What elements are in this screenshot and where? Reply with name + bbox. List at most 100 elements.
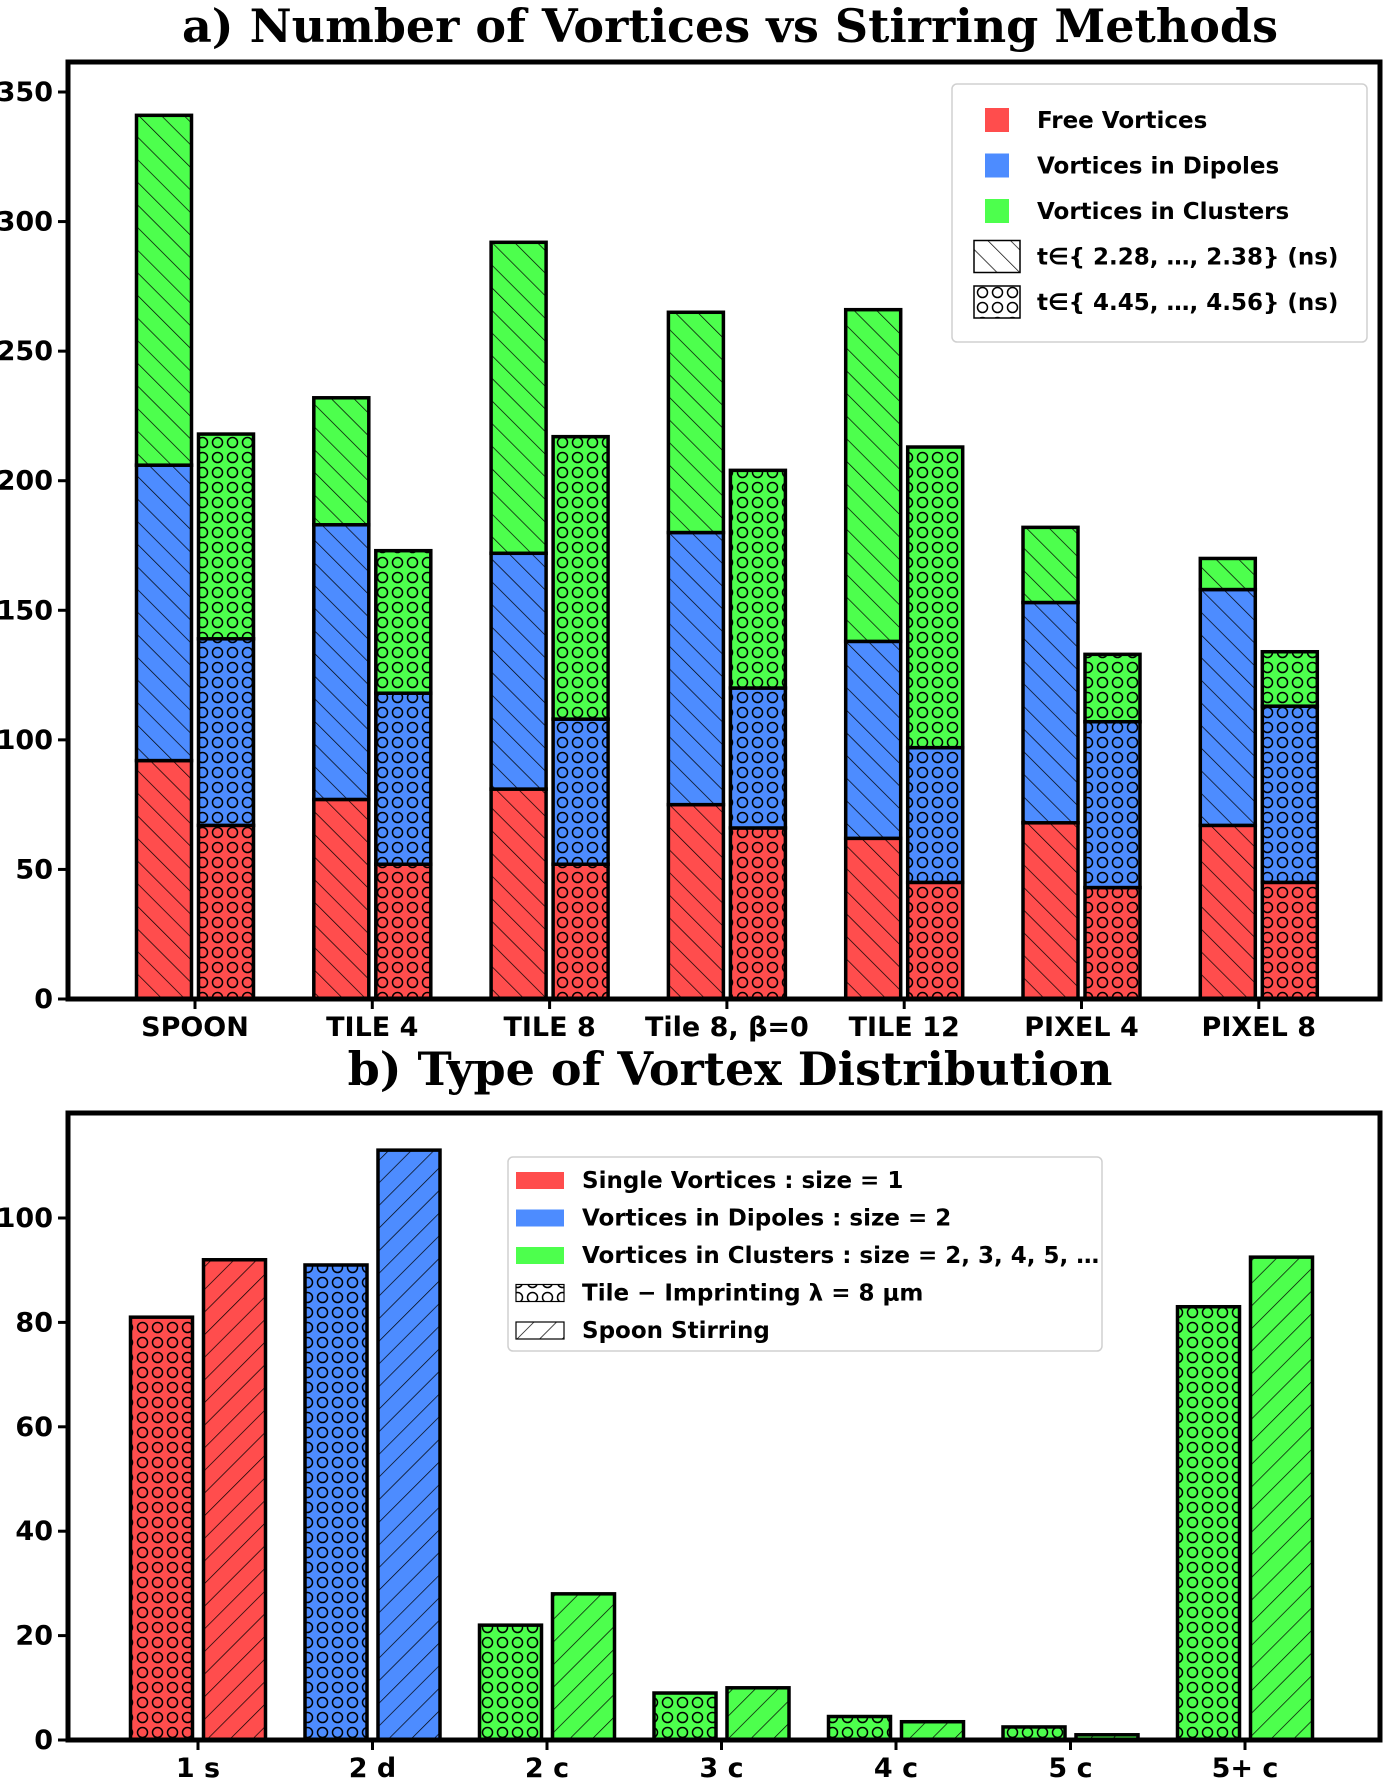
bar-segment-hatch [728,686,788,830]
bar-hatch [376,1148,442,1742]
bar-segment-hatch [1021,821,1080,1001]
legend-hatch-swatch [515,1283,565,1303]
bar-segment-hatch [551,717,610,866]
legend-label: t∈{ 2.28, …, 2.38} (ns) [1037,245,1338,271]
x-tick-label: 1 s [176,1753,220,1784]
panel-b-frame [65,1110,1383,1743]
bar-hatch [128,1315,195,1742]
bar-segment-hatch [1260,649,1320,708]
bar-segment-hatch [551,434,610,721]
bar-segment-hatch [1083,885,1142,1001]
panel-a-bars [134,113,1320,1001]
panel-b: b) Type of Vortex Distribution 0 20 40 60 80… [0,1042,1383,1784]
panel-a-frame [65,59,1383,1002]
bar-segment-hatch [666,310,726,535]
bar-segment-hatch [1083,652,1142,724]
bar-segment-hatch [843,639,903,841]
bar-segment-hatch [728,468,788,690]
bar-segment-hatch [489,240,548,556]
bar-segment-hatch [1260,880,1320,1001]
panel-a-title: a) Number of Vortices vs Stirring Method… [182,0,1278,53]
x-tick-label: Tile 8, β=0 [645,1012,809,1043]
bar-hatch [303,1263,369,1742]
legend-hatch-swatch [515,1321,565,1340]
bar-segment-hatch [666,802,726,1001]
x-tick-label: 2 c [525,1753,569,1784]
legend-swatch [516,1209,564,1227]
bar-segment-hatch [1198,587,1258,828]
bar-segment-hatch [489,551,548,791]
bar-segment-hatch [312,797,371,1001]
y-tick-label: 20 [15,1621,53,1652]
legend-swatch [985,199,1009,223]
x-tick-label: TILE 4 [326,1012,418,1043]
bar-segment-hatch [551,862,610,1001]
bar-segment-hatch [1021,525,1080,605]
y-tick-label: 40 [15,1516,53,1547]
legend-label: Vortices in Dipoles : size = 2 [582,1206,951,1232]
bar-segment-hatch [1260,704,1320,885]
panel-b-y-axis: 0 20 40 60 80 100 [0,1203,68,1756]
y-tick-label: 250 [0,336,53,367]
x-tick-label: 3 c [699,1753,743,1784]
y-tick-label: 0 [34,984,53,1015]
bar-segment-hatch [728,826,788,1001]
x-tick-label: 4 c [874,1753,918,1784]
legend-a-box [951,83,1368,343]
y-tick-label: 300 [0,207,53,238]
bar-segment-hatch [374,691,433,866]
bar-hatch [201,1258,268,1742]
legend-label: t∈{ 4.45, …, 4.56} (ns) [1037,290,1338,316]
x-tick-label: PIXEL 4 [1024,1012,1139,1043]
legend-label: Tile − Imprinting λ = 8 μm [582,1281,923,1307]
panel-a-y-axis: 0 50 100 150 200 250 300 350 [0,77,68,1015]
x-tick-label: 5+ c [1212,1753,1279,1784]
bar-segment-hatch [1021,600,1080,825]
y-tick-label: 80 [15,1307,53,1338]
bar-segment-hatch [312,396,371,527]
bar-segment-hatch [666,530,726,807]
y-tick-label: 100 [0,1203,53,1234]
bar-segment-hatch [843,307,903,644]
bar-segment-hatch [134,113,194,467]
panel-b-title: b) Type of Vortex Distribution [348,1042,1113,1096]
bar-segment-hatch [196,432,256,641]
x-tick-label: 5 c [1048,1753,1092,1784]
bar-segment-hatch [905,445,965,750]
y-tick-label: 350 [0,77,53,108]
legend-b-box [507,1156,1103,1352]
bar-segment-hatch [1198,823,1258,1001]
bar-hatch [1175,1304,1242,1742]
bar-segment-hatch [1198,556,1258,592]
legend-hatch-swatch [973,285,1021,319]
y-tick-label: 0 [34,1725,53,1756]
bar-segment-hatch [843,836,903,1001]
panel-a-legend: Free Vortices Vortices in Dipoles Vortices… [951,83,1368,343]
bar-hatch [899,1719,966,1742]
panel-a-x-axis: SPOON TILE 4 TILE 8 Tile 8, β=0 TILE 12 PIXEL… [141,999,1316,1043]
bar-hatch [826,1714,893,1742]
y-tick-label: 150 [0,595,53,626]
legend-label: Vortices in Dipoles [1037,154,1279,180]
bar-segment-hatch [489,787,548,1001]
legend-swatch [985,153,1009,178]
panel-b-x-axis: 1 s 2 d 2 c 3 c 4 c 5 c 5+ c [176,1740,1279,1784]
legend-label: Free Vortices [1037,108,1207,134]
legend-label: Spoon Stirring [582,1318,770,1344]
bar-segment-hatch [374,862,433,1001]
bar-segment-hatch [374,548,433,695]
x-tick-label: 2 d [349,1753,397,1784]
y-tick-label: 200 [0,466,53,497]
y-tick-label: 100 [0,725,53,756]
x-tick-label: TILE 12 [849,1012,960,1043]
x-tick-label: SPOON [141,1012,249,1043]
bar-segment-hatch [134,758,194,1001]
x-tick-label: PIXEL 8 [1202,1012,1317,1043]
legend-hatch-swatch [973,239,1021,274]
bar-hatch [725,1686,791,1742]
bar-segment-hatch [1083,719,1142,890]
legend-swatch [985,108,1009,132]
x-tick-label: TILE 8 [503,1012,595,1043]
panel-b-legend: Single Vortices : size = 1 Vortices in Di… [507,1156,1103,1352]
